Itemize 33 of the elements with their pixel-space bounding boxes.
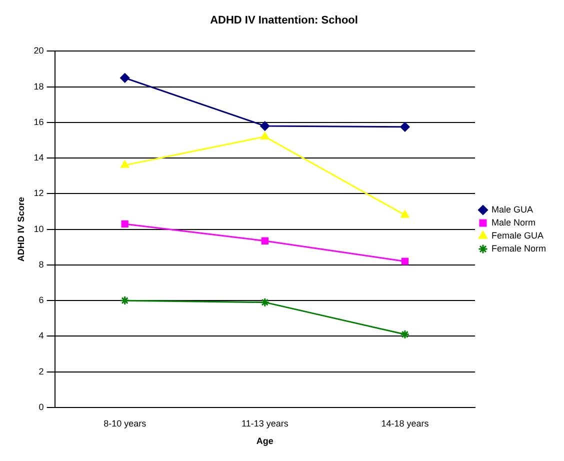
y-tick-label: 6 [38,295,44,306]
point [120,73,130,83]
x-tick-label: 8-10 years [104,418,147,428]
point [121,220,128,228]
x-axis-title: Age [256,436,274,446]
legend-label: Female GUA [491,230,544,240]
y-tick-label: 18 [34,81,44,92]
y-tick-label: 2 [38,366,44,376]
point [400,330,410,340]
y-tick-label: 0 [38,402,44,412]
y-tick-label: 16 [34,116,44,127]
point [401,258,409,265]
legend-label: Male Norm [491,217,536,228]
point [120,160,130,168]
point [260,132,270,140]
x-tick-label: 11-13 years [241,418,289,428]
legend-label: Male GUA [491,204,534,214]
chart-title: ADHD IV Inattention: School [210,14,358,27]
point [400,210,410,218]
y-axis-title: ADHD IV Score [16,197,26,262]
point [261,237,268,244]
legend-label: Female Norm [491,243,546,254]
y-tick-label: 20 [34,46,44,56]
y-tick-label: 8 [38,259,44,270]
point [260,298,270,308]
x-tick-label: 14-18 years [381,418,430,428]
point [120,296,130,306]
point [400,122,410,132]
y-tick-label: 10 [34,224,44,234]
point [260,121,270,131]
y-tick-label: 12 [34,188,44,198]
y-tick-label: 14 [34,152,44,163]
y-tick-label: 4 [38,330,44,341]
